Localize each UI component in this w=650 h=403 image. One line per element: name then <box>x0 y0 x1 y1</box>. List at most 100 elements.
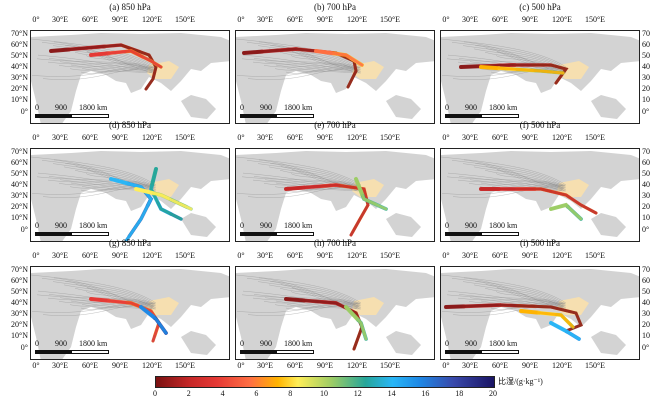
panel-title: (d) 850 hPa <box>109 120 151 130</box>
colorbar-tick-label: 2 <box>186 389 191 398</box>
top-longitude-axis: 0° 30°E 60°E 90°E 120°E 150°E <box>235 16 435 26</box>
scale-bar: 0 900 1800 km <box>445 103 565 123</box>
colorbar-tick-label: 4 <box>220 389 225 398</box>
trajectory-map: 0 900 1800 km <box>30 148 230 242</box>
bottom-longitude-axis: 0° 30°E 60°E 90°E 120°E 150°E <box>30 362 230 372</box>
trajectory-map: 0 900 1800 km <box>30 266 230 360</box>
longitude-tick-label: 30°E <box>256 15 274 24</box>
longitude-tick-label: 120°E <box>551 361 573 370</box>
longitude-tick-label: 150°E <box>174 251 196 260</box>
scale-label: 900 <box>260 339 272 348</box>
longitude-tick-label: 150°E <box>174 361 196 370</box>
colorbar-ticks: 0 2 4 6 8 10 12 14 16 18 20 <box>153 389 497 399</box>
longitude-tick-label: 60°E <box>491 361 509 370</box>
latitude-tick-label: 50°N <box>11 169 28 178</box>
colorbar-tick-label: 18 <box>455 389 464 398</box>
trajectory-map: 0 900 1800 km <box>235 266 435 360</box>
colorbar-tick-label: 20 <box>489 389 497 398</box>
longitude-tick-label: 60°E <box>286 133 304 142</box>
scale-bar: 0 900 1800 km <box>445 221 565 241</box>
longitude-tick-label: 60°E <box>491 133 509 142</box>
latitude-tick-label: 0° <box>20 225 28 234</box>
top-longitude-axis: 0° 30°E 60°E 90°E 120°E 150°E <box>30 252 230 262</box>
longitude-tick-label: 90°E <box>316 251 334 260</box>
latitude-tick-label: 40°N <box>642 62 650 71</box>
scale-bar: 0 900 1800 km <box>35 103 155 123</box>
longitude-tick-label: 90°E <box>316 133 334 142</box>
longitude-tick-label: 0° <box>32 15 40 24</box>
longitude-tick-label: 120°E <box>346 133 368 142</box>
top-longitude-axis: 0° 30°E 60°E 90°E 120°E 150°E <box>440 16 640 26</box>
longitude-tick-label: 0° <box>237 133 245 142</box>
longitude-tick-label: 60°E <box>81 15 99 24</box>
latitude-tick-label: 20°N <box>642 84 650 93</box>
trajectory-map: 0 900 1800 km <box>30 30 230 124</box>
longitude-tick-label: 60°E <box>286 251 304 260</box>
longitude-tick-label: 0° <box>442 251 450 260</box>
map-panel-2: (b) 700 hPa 0° 30°E 60°E 90°E 120°E 150°E 0 900… <box>235 2 435 124</box>
latitude-tick-label: 50°N <box>11 287 28 296</box>
latitude-tick-label: 0° <box>20 343 28 352</box>
scale-bar-graphic <box>240 350 314 354</box>
colorbar-tick-label: 16 <box>421 389 430 398</box>
longitude-tick-label: 30°E <box>51 15 69 24</box>
trajectory-map: 0 900 1800 km <box>440 266 640 360</box>
colorbar-tick-label: 14 <box>387 389 396 398</box>
longitude-tick-label: 0° <box>237 15 245 24</box>
latitude-tick-label: 50°N <box>642 169 650 178</box>
scale-bar-labels: 0 900 1800 km <box>445 339 565 349</box>
latitude-tick-label: 20°N <box>11 202 28 211</box>
longitude-tick-label: 60°E <box>81 251 99 260</box>
scale-label: 900 <box>260 221 272 230</box>
longitude-tick-label: 30°E <box>51 251 69 260</box>
latitude-tick-label: 60°N <box>642 40 650 49</box>
latitude-tick-label: 10°N <box>11 331 28 340</box>
scale-bar-labels: 0 900 1800 km <box>445 221 565 231</box>
scale-label: 0 <box>240 339 244 348</box>
longitude-tick-label: 30°E <box>461 133 479 142</box>
longitude-tick-label: 150°E <box>584 15 606 24</box>
colorbar: 0 2 4 6 8 10 12 14 16 18 20 <box>153 376 497 400</box>
scale-label: 0 <box>445 339 449 348</box>
scale-label: 0 <box>35 339 39 348</box>
longitude-tick-label: 60°E <box>81 133 99 142</box>
scale-bar-labels: 0 900 1800 km <box>35 221 155 231</box>
longitude-tick-label: 150°E <box>584 361 606 370</box>
left-latitude-axis: 70°N 60°N 50°N 40°N 30°N 20°N 10°N 0° <box>0 148 28 242</box>
colorbar-gradient <box>155 376 495 388</box>
scale-label: 900 <box>465 339 477 348</box>
colorbar-tick-label: 12 <box>353 389 362 398</box>
scale-bar-graphic <box>445 114 519 118</box>
scale-label: 900 <box>55 339 67 348</box>
latitude-tick-label: 0° <box>20 107 28 116</box>
latitude-tick-label: 10°N <box>642 331 650 340</box>
map-panel-9: (i) 500 hPa 0° 30°E 60°E 90°E 120°E 150°E 0° 30°… <box>440 238 650 370</box>
latitude-tick-label: 40°N <box>11 62 28 71</box>
scale-bar-graphic <box>35 114 109 118</box>
scale-label: 900 <box>260 103 272 112</box>
longitude-tick-label: 150°E <box>379 251 401 260</box>
top-longitude-axis: 0° 30°E 60°E 90°E 120°E 150°E <box>30 16 230 26</box>
panel-title: (g) 850 hPa <box>109 238 151 248</box>
scale-bar-labels: 0 900 1800 km <box>445 103 565 113</box>
longitude-tick-label: 90°E <box>521 251 539 260</box>
latitude-tick-label: 60°N <box>642 158 650 167</box>
map-panel-5: (e) 700 hPa 0° 30°E 60°E 90°E 120°E 150°E 0 900… <box>235 120 435 242</box>
scale-label: 1800 km <box>489 103 518 112</box>
latitude-tick-label: 70°N <box>11 147 28 156</box>
latitude-tick-label: 70°N <box>11 29 28 38</box>
longitude-tick-label: 90°E <box>111 15 129 24</box>
longitude-tick-label: 120°E <box>551 133 573 142</box>
latitude-tick-label: 10°N <box>11 213 28 222</box>
colorbar-unit-label: 比湿/(g·kg⁻¹) <box>498 377 543 386</box>
latitude-tick-label: 10°N <box>642 213 650 222</box>
scale-bar-labels: 0 900 1800 km <box>240 339 360 349</box>
longitude-tick-label: 30°E <box>51 133 69 142</box>
latitude-tick-label: 60°N <box>642 276 650 285</box>
longitude-tick-label: 60°E <box>286 15 304 24</box>
longitude-tick-label: 90°E <box>316 361 334 370</box>
trajectory-map: 0 900 1800 km <box>440 148 640 242</box>
latitude-tick-label: 70°N <box>642 29 650 38</box>
left-latitude-axis: 70°N 60°N 50°N 40°N 30°N 20°N 10°N 0° <box>0 30 28 124</box>
longitude-tick-label: 120°E <box>551 15 573 24</box>
